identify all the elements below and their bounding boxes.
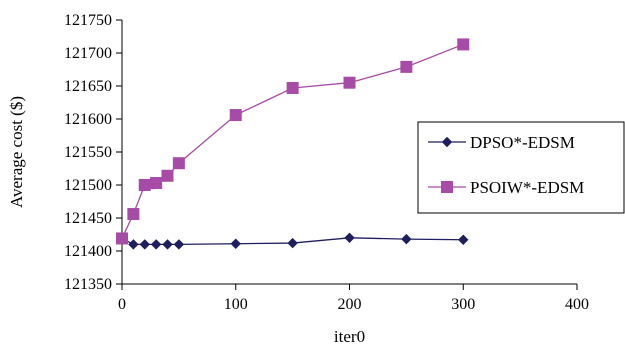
legend-marker	[441, 181, 453, 193]
data-point	[162, 239, 173, 250]
series-layer	[116, 38, 470, 250]
series-line	[121, 43, 464, 239]
data-point	[286, 81, 299, 94]
data-point	[458, 234, 469, 245]
data-point	[139, 239, 150, 250]
data-point	[172, 157, 185, 170]
legend-box	[417, 121, 625, 214]
legend-label: PSOIW*-EDSM	[470, 178, 584, 197]
y-tick-label: 121350	[64, 276, 112, 293]
series-0	[116, 232, 469, 250]
data-point	[229, 109, 242, 122]
x-tick-label: 100	[224, 296, 248, 313]
x-ticks: 0 100 200 300 400	[118, 284, 589, 313]
series-1	[116, 38, 470, 245]
data-point	[150, 177, 163, 190]
data-point	[138, 179, 151, 191]
x-tick-label: 0	[118, 296, 126, 313]
y-tick-label: 121750	[64, 12, 112, 29]
data-point	[343, 76, 356, 89]
x-axis-title: iter0	[334, 327, 365, 346]
x-tick-label: 400	[565, 296, 589, 313]
y-tick-label: 121700	[64, 45, 112, 62]
data-point	[127, 208, 140, 221]
legend-entries: DPSO*-EDSM PSOIW*-EDSM	[428, 133, 584, 197]
data-point	[173, 239, 185, 250]
data-point	[230, 238, 241, 249]
y-tick-label: 121450	[64, 210, 112, 227]
legend-marker	[441, 136, 453, 148]
legend-label: DPSO*-EDSM	[470, 133, 575, 152]
data-point	[457, 38, 470, 51]
x-tick-label: 200	[338, 296, 362, 313]
data-point	[400, 60, 413, 73]
legend-entry: DPSO*-EDSM	[428, 133, 575, 152]
data-point	[344, 232, 355, 244]
data-point	[150, 239, 162, 250]
data-point	[287, 237, 298, 249]
legend-entry: PSOIW*-EDSM	[428, 178, 584, 197]
data-point	[401, 233, 412, 245]
y-tick-label: 121550	[64, 144, 112, 161]
y-tick-label: 121600	[64, 111, 112, 128]
data-point	[116, 232, 128, 245]
y-tick-label: 121650	[64, 78, 112, 95]
data-point	[161, 169, 174, 182]
plot-area: 121350 121400 121450 121500 121550 121600 1216…	[64, 12, 589, 313]
legend: DPSO*-EDSM PSOIW*-EDSM	[417, 121, 625, 214]
x-tick-label: 300	[451, 296, 475, 313]
y-tick-label: 121400	[64, 243, 112, 260]
y-tick-label: 121500	[64, 177, 112, 194]
data-point	[128, 239, 139, 250]
y-axis-title: Average cost ($)	[7, 96, 26, 208]
y-ticks: 121350 121400 121450 121500 121550 121600 1216…	[64, 12, 122, 293]
